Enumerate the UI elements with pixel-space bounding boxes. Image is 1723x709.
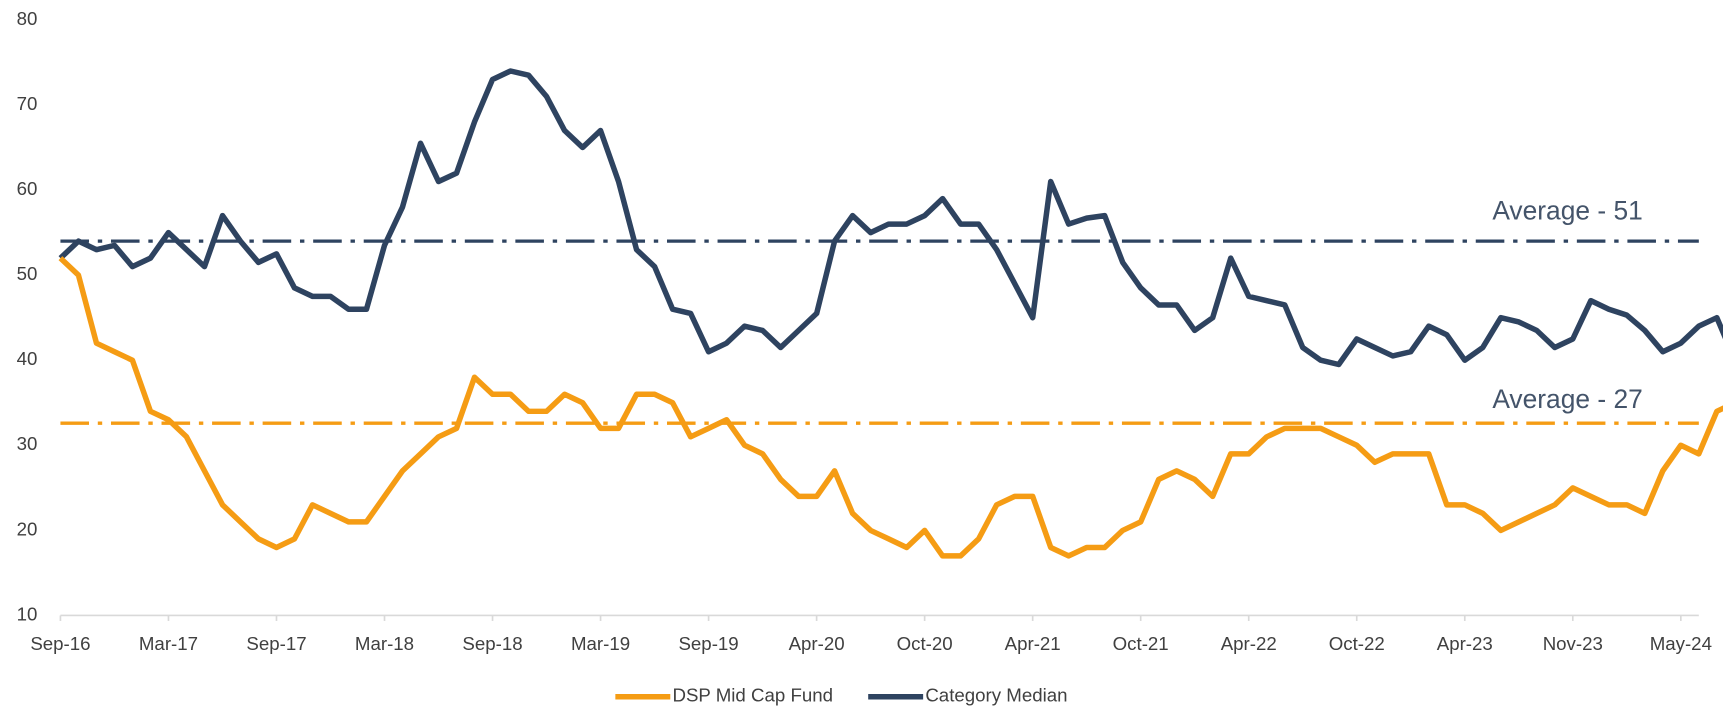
- series-line: [58, 256, 1723, 559]
- x-tick-label: Mar-18: [355, 633, 414, 654]
- y-tick-label: 20: [17, 518, 38, 539]
- x-tick-label: Apr-21: [1005, 633, 1061, 654]
- y-tick-label: 10: [17, 603, 38, 624]
- y-tick-label: 30: [17, 433, 38, 454]
- x-tick-label: Mar-19: [571, 633, 630, 654]
- x-tick-label: May-24: [1650, 633, 1712, 654]
- x-tick-label: Sep-18: [462, 633, 522, 654]
- x-tick-label: Sep-17: [246, 633, 306, 654]
- average-label: Average - 51: [1492, 196, 1642, 226]
- y-tick-label: 80: [17, 8, 38, 29]
- x-tick-label: Nov-23: [1543, 633, 1603, 654]
- x-tick-label: Oct-22: [1329, 633, 1385, 654]
- x-tick-label: Apr-22: [1221, 633, 1277, 654]
- x-tick-label: Oct-21: [1113, 633, 1169, 654]
- x-tick-label: Oct-20: [897, 633, 953, 654]
- x-tick-label: Mar-17: [139, 633, 198, 654]
- y-tick-label: 40: [17, 348, 38, 369]
- x-tick-label: Apr-23: [1437, 633, 1493, 654]
- y-tick-label: 60: [17, 178, 38, 199]
- average-label: Average - 27: [1492, 384, 1642, 414]
- legend-label: Category Median: [925, 685, 1067, 706]
- y-tick-label: 70: [17, 93, 38, 114]
- x-tick-label: Sep-16: [30, 633, 90, 654]
- series-line: [58, 68, 1723, 368]
- x-tick-label: Sep-19: [678, 633, 738, 654]
- y-tick-label: 50: [17, 263, 38, 284]
- x-tick-label: Apr-20: [789, 633, 845, 654]
- legend-label: DSP Mid Cap Fund: [672, 685, 833, 706]
